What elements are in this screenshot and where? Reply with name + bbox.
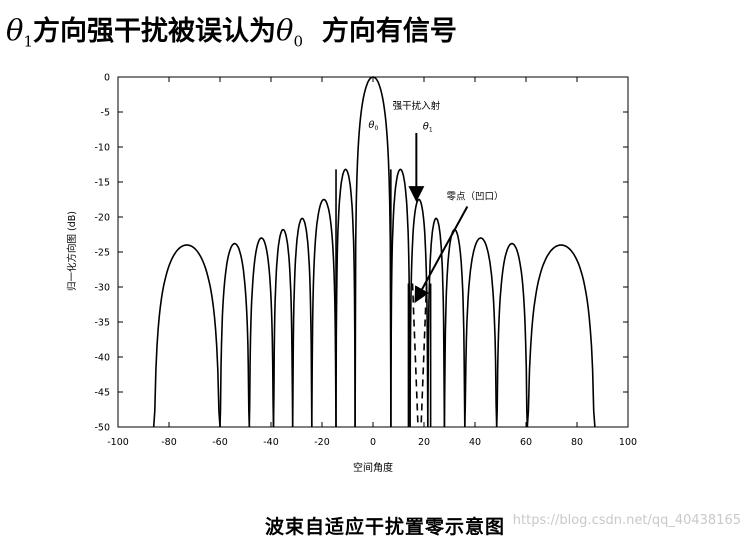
- y-tick-label: 0: [104, 73, 110, 84]
- annotation-label: θ1: [423, 122, 433, 134]
- x-tick-label: -20: [314, 437, 330, 448]
- pattern-lobe: [390, 168, 411, 428]
- null-notch-dashed: [411, 283, 428, 428]
- y-tick-label: -35: [94, 318, 110, 329]
- y-tick-label: -10: [94, 143, 110, 154]
- annotation-label: 零点（凹口）: [446, 191, 503, 203]
- theta1-subscript: 1: [23, 32, 34, 51]
- y-tick-label: -45: [94, 388, 110, 399]
- figure-caption: 波束自适应干扰置零示意图: [264, 516, 505, 538]
- y-tick-label: -15: [94, 178, 110, 189]
- x-tick-label: -100: [107, 437, 129, 448]
- x-tick-label: 20: [418, 437, 430, 448]
- annotation-arrow: [414, 206, 469, 304]
- x-tick-label: 40: [469, 437, 481, 448]
- y-axis-label: 归一化方向图 (dB): [66, 211, 78, 291]
- x-axis-label: 空间角度: [353, 461, 393, 474]
- x-tick-label: 100: [619, 437, 637, 448]
- y-tick-label: -40: [94, 353, 110, 364]
- annotation-label: 强干扰入射: [393, 100, 441, 112]
- y-tick-label: -30: [94, 283, 110, 294]
- annotation-label: θ0: [368, 120, 378, 132]
- y-tick-label: -25: [94, 248, 110, 259]
- pattern-lobe: [495, 242, 529, 428]
- y-tick-label: -20: [94, 213, 110, 224]
- pattern-lobe: [291, 217, 313, 428]
- pattern-lobe: [354, 76, 392, 428]
- y-tick-label: -5: [101, 108, 110, 119]
- pattern-lobe: [335, 168, 356, 428]
- x-tick-label: 80: [571, 437, 583, 448]
- theta0-subscript: 0: [293, 32, 304, 51]
- chart-axes: -100 -80 -60 -40 -20 0 20 40 60 80 100 0 -5 -10 -15 -20…: [94, 73, 637, 449]
- chart-annotations: θ0 强干扰入射 θ1 零点（凹口）: [368, 100, 504, 304]
- pattern-lobe: [219, 242, 251, 428]
- pattern-lobe: [464, 237, 498, 428]
- title-text-part1: 方向强干扰被误认为: [33, 16, 277, 47]
- pattern-lobe: [248, 237, 275, 428]
- pattern-lobe: [152, 244, 221, 428]
- x-tick-label: 0: [370, 437, 376, 448]
- watermark: https://blog.csdn.net/qq_40438165: [512, 513, 741, 528]
- pattern-lobe: [311, 198, 337, 428]
- y-tick-label: -50: [94, 423, 110, 434]
- theta1-symbol: θ: [6, 13, 24, 47]
- pattern-lobe: [443, 228, 466, 428]
- theta0-symbol: θ: [276, 13, 294, 47]
- x-tick-label: -80: [161, 437, 177, 448]
- pattern-lobe: [526, 244, 596, 428]
- x-tick-label: 60: [520, 437, 532, 448]
- title-text-part2: 方向有信号: [321, 16, 457, 47]
- pattern-lobe: [272, 228, 294, 428]
- x-tick-label: -60: [212, 437, 228, 448]
- x-tick-label: -40: [263, 437, 279, 448]
- slide-title: θ1方向强干扰被误认为θ0 方向有信号: [6, 8, 741, 52]
